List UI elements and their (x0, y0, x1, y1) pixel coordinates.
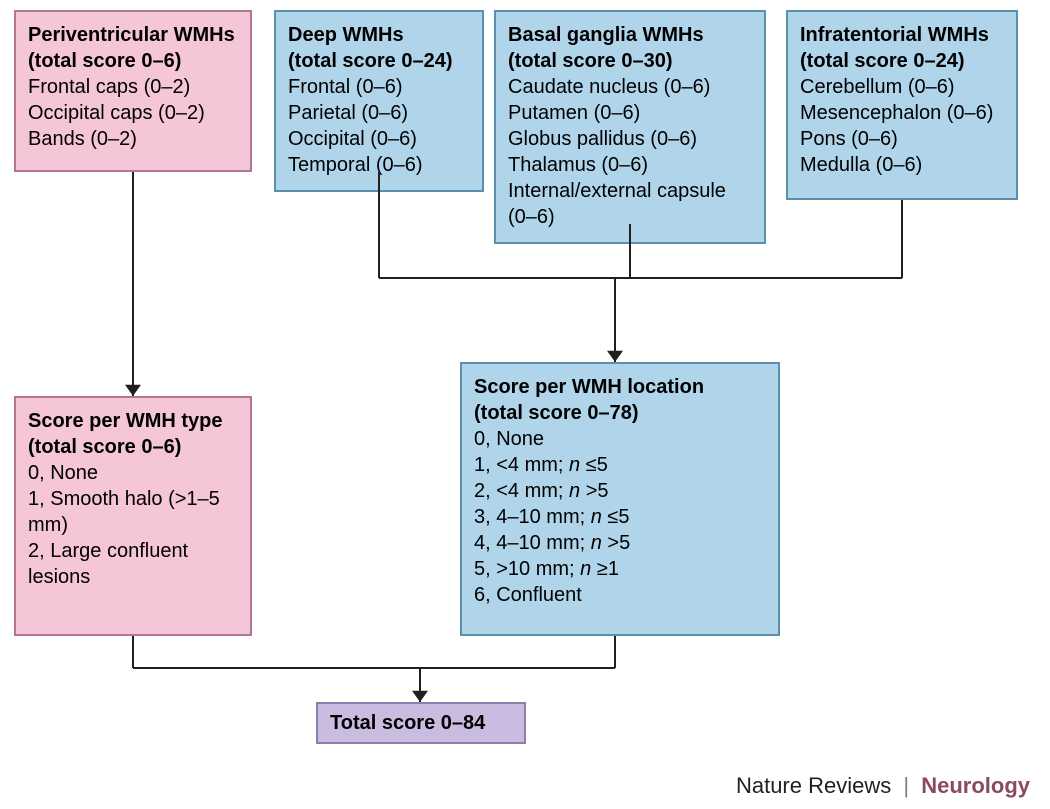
box-title: Infratentorial WMHs (800, 22, 1004, 48)
footer-sep: | (897, 773, 915, 798)
box-title: Score per WMH location (474, 374, 766, 400)
box-item: 1, Smooth halo (>1–5 mm) (28, 486, 238, 538)
box-title: Total score 0–84 (330, 710, 512, 736)
box-item: 0, None (28, 460, 238, 486)
box-items: Cerebellum (0–6)Mesencephalon (0–6)Pons … (800, 74, 1004, 178)
box-item: Bands (0–2) (28, 126, 238, 152)
box-subtitle: (total score 0–24) (800, 48, 1004, 74)
box-item: 3, 4–10 mm; n ≤5 (474, 504, 766, 530)
box-score_location: Score per WMH location(total score 0–78)… (460, 362, 780, 636)
box-title: Deep WMHs (288, 22, 470, 48)
box-subtitle: (total score 0–6) (28, 434, 238, 460)
footer-left: Nature Reviews (736, 773, 891, 798)
box-item: Putamen (0–6) (508, 100, 752, 126)
box-item: Cerebellum (0–6) (800, 74, 1004, 100)
box-item: 1, <4 mm; n ≤5 (474, 452, 766, 478)
box-item: Occipital caps (0–2) (28, 100, 238, 126)
box-item: Frontal (0–6) (288, 74, 470, 100)
box-items: 0, None1, Smooth halo (>1–5 mm)2, Large … (28, 460, 238, 590)
box-title: Basal ganglia WMHs (508, 22, 752, 48)
box-subtitle: (total score 0–24) (288, 48, 470, 74)
box-item: Pons (0–6) (800, 126, 1004, 152)
box-basal: Basal ganglia WMHs(total score 0–30)Caud… (494, 10, 766, 244)
box-title: Score per WMH type (28, 408, 238, 434)
box-item: Parietal (0–6) (288, 100, 470, 126)
box-subtitle: (total score 0–6) (28, 48, 238, 74)
box-title: Periventricular WMHs (28, 22, 238, 48)
box-item: 5, >10 mm; n ≥1 (474, 556, 766, 582)
box-item: 0, None (474, 426, 766, 452)
box-item: Thalamus (0–6) (508, 152, 752, 178)
box-item: Caudate nucleus (0–6) (508, 74, 752, 100)
box-item: Mesencephalon (0–6) (800, 100, 1004, 126)
box-items: Caudate nucleus (0–6)Putamen (0–6)Globus… (508, 74, 752, 230)
box-item: 4, 4–10 mm; n >5 (474, 530, 766, 556)
box-item: Globus pallidus (0–6) (508, 126, 752, 152)
box-items: Frontal (0–6)Parietal (0–6)Occipital (0–… (288, 74, 470, 178)
box-item: 6, Confluent (474, 582, 766, 608)
box-periventricular: Periventricular WMHs(total score 0–6)Fro… (14, 10, 252, 172)
box-item: Internal/external capsule (0–6) (508, 178, 752, 230)
box-infratentorial: Infratentorial WMHs(total score 0–24)Cer… (786, 10, 1018, 200)
box-items: 0, None1, <4 mm; n ≤52, <4 mm; n >53, 4–… (474, 426, 766, 608)
box-item: 2, Large confluent lesions (28, 538, 238, 590)
box-item: Occipital (0–6) (288, 126, 470, 152)
box-score_type: Score per WMH type(total score 0–6)0, No… (14, 396, 252, 636)
box-total: Total score 0–84 (316, 702, 526, 744)
box-item: Temporal (0–6) (288, 152, 470, 178)
box-subtitle: (total score 0–78) (474, 400, 766, 426)
footer-credit: Nature Reviews | Neurology (736, 773, 1030, 799)
box-subtitle: (total score 0–30) (508, 48, 752, 74)
box-item: Frontal caps (0–2) (28, 74, 238, 100)
box-item: Medulla (0–6) (800, 152, 1004, 178)
box-deep: Deep WMHs(total score 0–24)Frontal (0–6)… (274, 10, 484, 192)
box-item: 2, <4 mm; n >5 (474, 478, 766, 504)
box-items: Frontal caps (0–2)Occipital caps (0–2)Ba… (28, 74, 238, 152)
footer-right: Neurology (921, 773, 1030, 798)
